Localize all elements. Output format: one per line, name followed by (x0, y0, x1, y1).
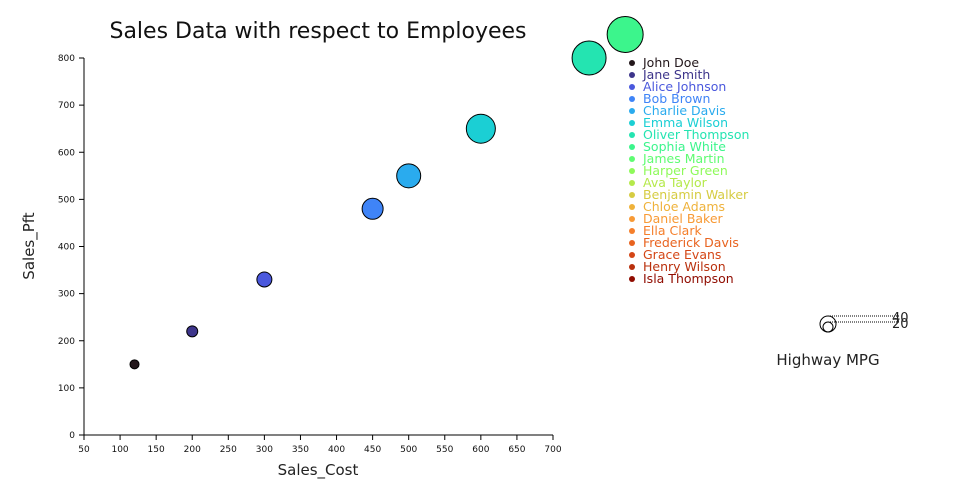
legend-label: Frederick Davis (643, 235, 739, 250)
y-tick-label: 0 (69, 431, 75, 441)
legend-label: Henry Wilson (643, 259, 726, 274)
x-tick-label: 650 (508, 445, 525, 455)
y-tick-label: 400 (58, 243, 75, 253)
legend-swatch (629, 60, 635, 66)
legend-swatch (629, 276, 635, 282)
legend-swatch (629, 252, 635, 258)
legend-label: Ava Taylor (643, 175, 708, 190)
x-axis: 50 100 150 200 250 300 350 400 450 500 550 600 650 70… (78, 434, 562, 455)
y-axis: 0 100 200 300 400 500 600 700 800 (58, 54, 85, 441)
x-tick-label: 250 (220, 445, 237, 455)
plot-area (129, 15, 644, 370)
legend-label: Sophia White (643, 139, 726, 154)
y-axis-label: Sales_Pft (20, 212, 39, 279)
legend-label: Jane Smith (642, 67, 710, 82)
legend-label: Daniel Baker (643, 211, 724, 226)
y-tick-label: 700 (58, 101, 75, 111)
x-tick-label: 400 (328, 445, 345, 455)
chart-title: Sales Data with respect to Employees (109, 19, 526, 44)
x-tick-label: 300 (256, 445, 273, 455)
size-legend-circle (822, 321, 834, 333)
legend-swatch (629, 120, 635, 126)
data-point (606, 15, 644, 53)
data-point (396, 163, 422, 189)
legend-swatch (629, 216, 635, 222)
x-tick-label: 450 (364, 445, 381, 455)
x-tick-label: 500 (400, 445, 417, 455)
legend-swatch (629, 72, 635, 78)
legend-swatch (629, 156, 635, 162)
x-tick-label: 100 (111, 445, 128, 455)
x-tick-label: 600 (472, 445, 489, 455)
legend-swatch (629, 264, 635, 270)
legend-swatch (629, 144, 635, 150)
y-tick-label: 600 (58, 148, 75, 158)
data-point (361, 197, 384, 220)
legend-label: Ella Clark (643, 223, 702, 238)
x-tick-label: 700 (544, 445, 561, 455)
legend-label: Charlie Davis (643, 103, 726, 118)
x-tick-label: 350 (292, 445, 309, 455)
x-tick-label: 200 (184, 445, 201, 455)
y-tick-label: 500 (58, 195, 75, 205)
legend-swatch (629, 132, 635, 138)
legend-label: Grace Evans (643, 247, 721, 262)
x-tick-label: 150 (148, 445, 165, 455)
y-tick-label: 800 (58, 54, 75, 64)
legend-label: Isla Thompson (643, 271, 734, 286)
size-legend-title: Highway MPG (776, 351, 879, 369)
legend-swatch (629, 168, 635, 174)
data-point (129, 359, 140, 370)
data-point (186, 325, 199, 338)
y-tick-label: 300 (58, 290, 75, 300)
legend-swatch (629, 192, 635, 198)
x-tick-label: 550 (436, 445, 453, 455)
x-axis-label: Sales_Cost (278, 461, 359, 480)
legend-label: Benjamin Walker (643, 187, 749, 202)
data-point (256, 271, 273, 288)
legend-swatch (629, 204, 635, 210)
legend-label: James Martin (642, 151, 725, 166)
legend-swatch (629, 84, 635, 90)
legend-label: Emma Wilson (643, 115, 728, 130)
legend-swatch (629, 96, 635, 102)
y-tick-label: 200 (58, 337, 75, 347)
legend-swatch (629, 240, 635, 246)
legend-label: Chloe Adams (643, 199, 725, 214)
size-legend-circle (819, 315, 837, 333)
x-tick-label: 50 (78, 445, 90, 455)
legend-label: Bob Brown (643, 91, 710, 106)
legend-label: Alice Johnson (643, 79, 726, 94)
legend-label: Harper Green (643, 163, 728, 178)
legend-swatch (629, 108, 635, 114)
y-tick-label: 100 (58, 384, 75, 394)
legend-label: Oliver Thompson (643, 127, 749, 142)
legend-swatch (629, 228, 635, 234)
legend-swatch (629, 180, 635, 186)
data-point (571, 40, 607, 76)
data-point (465, 113, 496, 144)
legend-label: John Doe (642, 55, 699, 70)
size-legend-value: 20 (892, 317, 909, 332)
